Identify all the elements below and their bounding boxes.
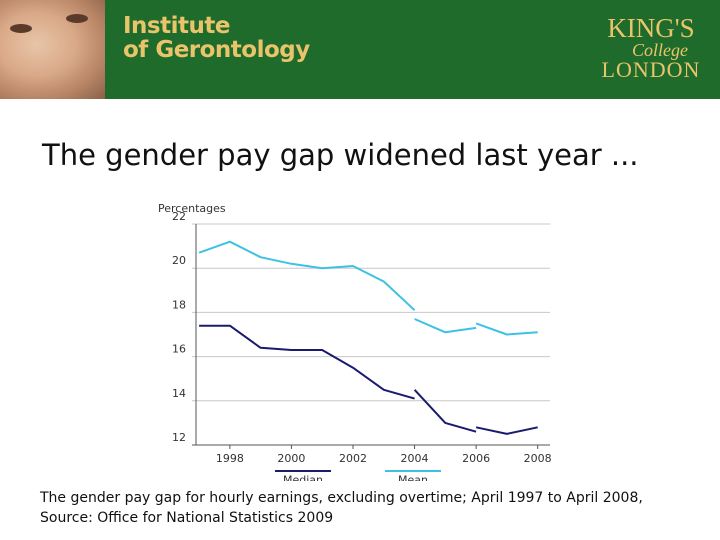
x-tick-label-1998: 1998 (216, 452, 244, 465)
header-banner: Institute of Gerontology KING'S College … (0, 0, 720, 99)
caption-line2: Source: Office for National Statistics 2… (40, 510, 334, 526)
y-axis-label: Percentages (158, 202, 226, 215)
series-mean-segment-3 (475, 322, 538, 336)
x-tick-label-2008: 2008 (524, 452, 552, 465)
y-tick-label-22: 22 (172, 210, 186, 223)
series-mean-segment-1 (198, 240, 416, 311)
caption-line1: The gender pay gap for hourly earnings, … (40, 490, 643, 506)
institute-logo-line2: of Gerontology (123, 37, 310, 63)
series-median-segment-2 (413, 389, 477, 433)
photo-eye-right (66, 14, 88, 23)
tick-labels: Percentages 12 14 16 18 20 22 1998 2000 2002 2004 2… (158, 202, 552, 465)
chart-legend: Median Mean (275, 470, 441, 481)
header-photo (0, 0, 105, 99)
grid-lines (192, 223, 550, 446)
institute-logo: Institute of Gerontology (123, 14, 310, 62)
x-tick-label-2002: 2002 (339, 452, 367, 465)
x-tick-label-2006: 2006 (462, 452, 490, 465)
x-tick-label-2004: 2004 (401, 452, 429, 465)
series-median-segment-3 (475, 426, 538, 435)
kings-college-logo: KING'S College LONDON (598, 14, 704, 82)
y-tick-label-16: 16 (172, 343, 186, 356)
y-tick-label-12: 12 (172, 431, 186, 444)
kings-logo-line2: College (632, 40, 688, 60)
series-lines (198, 240, 538, 435)
y-tick-label-14: 14 (172, 387, 186, 400)
axes (195, 224, 550, 449)
y-tick-label-18: 18 (172, 298, 186, 311)
slide-title: The gender pay gap widened last year ... (42, 138, 639, 172)
legend-label-median: Median (283, 473, 323, 481)
series-mean-segment-2 (414, 318, 477, 334)
x-tick-label-2000: 2000 (277, 452, 305, 465)
y-tick-label-20: 20 (172, 254, 186, 267)
chart-caption: The gender pay gap for hourly earnings, … (40, 488, 700, 528)
institute-logo-line1: Institute (123, 13, 230, 39)
kings-logo-line1: KING'S (607, 13, 695, 43)
legend-label-mean: Mean (398, 473, 428, 481)
photo-eye-left (10, 24, 32, 33)
kings-logo-line3: LONDON (601, 57, 701, 82)
pay-gap-line-chart: Percentages 12 14 16 18 20 22 1998 2000 2002 2004 2… (158, 202, 552, 481)
series-median-segment-1 (199, 324, 415, 400)
